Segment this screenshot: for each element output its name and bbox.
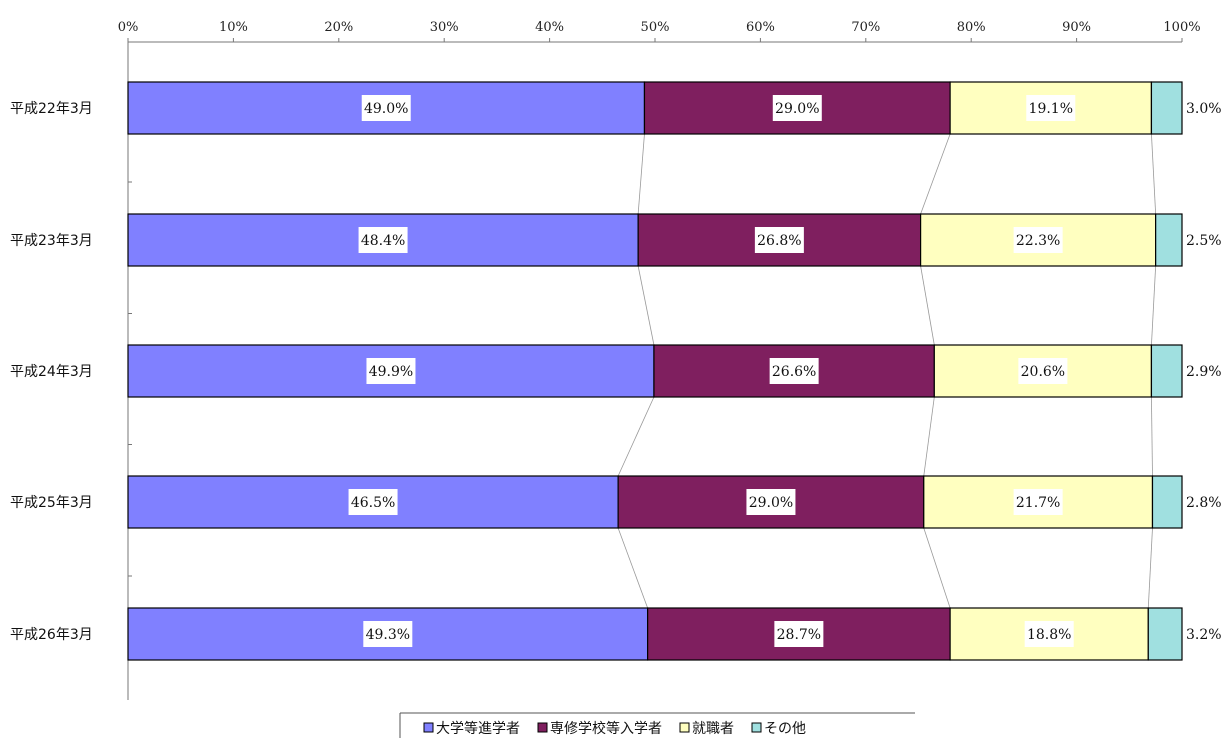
series-connector-line (1151, 396, 1153, 477)
series-connector-line (617, 527, 648, 609)
data-label-bg (358, 227, 408, 253)
legend: 大学等進学者 専修学校等入学者 就職者 その他 (399, 712, 915, 738)
data-label-bg (1024, 621, 1074, 647)
category-label: 平成24年3月 (10, 364, 93, 380)
data-label: 29.0% (749, 495, 793, 511)
x-tick-label: 60% (746, 20, 775, 35)
legend-label: 就職者 (692, 721, 734, 737)
data-label: 28.7% (777, 627, 821, 643)
series-connector-line (923, 396, 935, 477)
series-lines (617, 133, 1157, 609)
data-label: 2.9% (1186, 364, 1222, 380)
data-label: 20.6% (1021, 364, 1065, 380)
bar-segment (1150, 81, 1183, 135)
legend-label: 大学等進学者 (436, 720, 520, 737)
axes: 0% 10% 20% 30% 40% 50% 60% 70% 80% 90% 100% (118, 20, 1201, 700)
category-label: 平成25年3月 (10, 495, 93, 511)
series-connector-line (637, 265, 655, 346)
data-label: 21.7% (1016, 495, 1060, 511)
series-connector-line (920, 133, 951, 215)
data-label-bg (348, 489, 398, 515)
data-label-bg (366, 358, 416, 384)
data-label: 19.1% (1029, 101, 1073, 117)
series-connector-line (637, 133, 645, 215)
legend-swatch (423, 722, 434, 733)
x-tick-label: 80% (957, 20, 986, 35)
bar-segment (1155, 213, 1183, 267)
data-label-bg (774, 621, 824, 647)
series-connector-line (1151, 133, 1157, 215)
category-label: 平成22年3月 (10, 101, 93, 117)
data-label: 2.5% (1186, 233, 1222, 249)
legend-swatch (751, 722, 762, 733)
x-tick-label: 70% (851, 20, 880, 35)
series-connector-line (617, 396, 655, 477)
series-connector-line (1151, 265, 1157, 346)
data-label: 26.6% (772, 364, 816, 380)
data-label-bg (1026, 95, 1076, 121)
bar-segment (1150, 344, 1183, 398)
data-label: 46.5% (351, 495, 395, 511)
legend-label: 専修学校等入学者 (550, 720, 662, 737)
category-label: 平成26年3月 (10, 627, 93, 643)
data-label: 3.2% (1186, 627, 1222, 643)
data-label: 26.8% (757, 233, 801, 249)
bar-segment (1147, 607, 1183, 661)
legend-swatch (679, 722, 690, 733)
series-connector-line (923, 527, 951, 609)
data-label: 22.3% (1016, 233, 1060, 249)
data-label-bg (1013, 489, 1063, 515)
data-label: 49.9% (369, 364, 413, 380)
data-label-bg (746, 489, 796, 515)
series-connector-line (920, 265, 935, 346)
x-tick-label: 10% (219, 20, 248, 35)
legend-label: その他 (764, 721, 806, 737)
data-label-bg (363, 621, 413, 647)
data-label: 18.8% (1027, 627, 1071, 643)
data-label: 2.8% (1186, 495, 1222, 511)
data-label-bg (1013, 227, 1063, 253)
data-label-bg (361, 95, 411, 121)
data-label: 29.0% (775, 101, 819, 117)
data-label: 3.0% (1186, 101, 1222, 117)
x-tick-label: 20% (324, 20, 353, 35)
x-tick-label: 100% (1163, 20, 1200, 35)
x-tick-label: 0% (118, 20, 139, 35)
data-label-bg (769, 358, 819, 384)
x-tick-label: 30% (430, 20, 459, 35)
legend-swatch (537, 722, 548, 733)
bar-segment (127, 81, 646, 135)
data-label-bg (754, 227, 804, 253)
data-label: 49.3% (366, 627, 410, 643)
data-label-bg (1018, 358, 1068, 384)
x-tick-label: 50% (641, 20, 670, 35)
series-connector-line (1147, 527, 1153, 609)
data-label: 48.4% (361, 233, 405, 249)
data-labels: 平成22年3月 49.0% 29.0% 19.1% 3.0% 平成23年3月 48.4% 26… (10, 95, 1222, 647)
data-label: 49.0% (364, 101, 408, 117)
category-label: 平成23年3月 (10, 233, 93, 249)
x-tick-label: 40% (535, 20, 564, 35)
data-label-bg (772, 95, 822, 121)
x-tick-label: 90% (1062, 20, 1091, 35)
bar-segment (1151, 475, 1183, 529)
